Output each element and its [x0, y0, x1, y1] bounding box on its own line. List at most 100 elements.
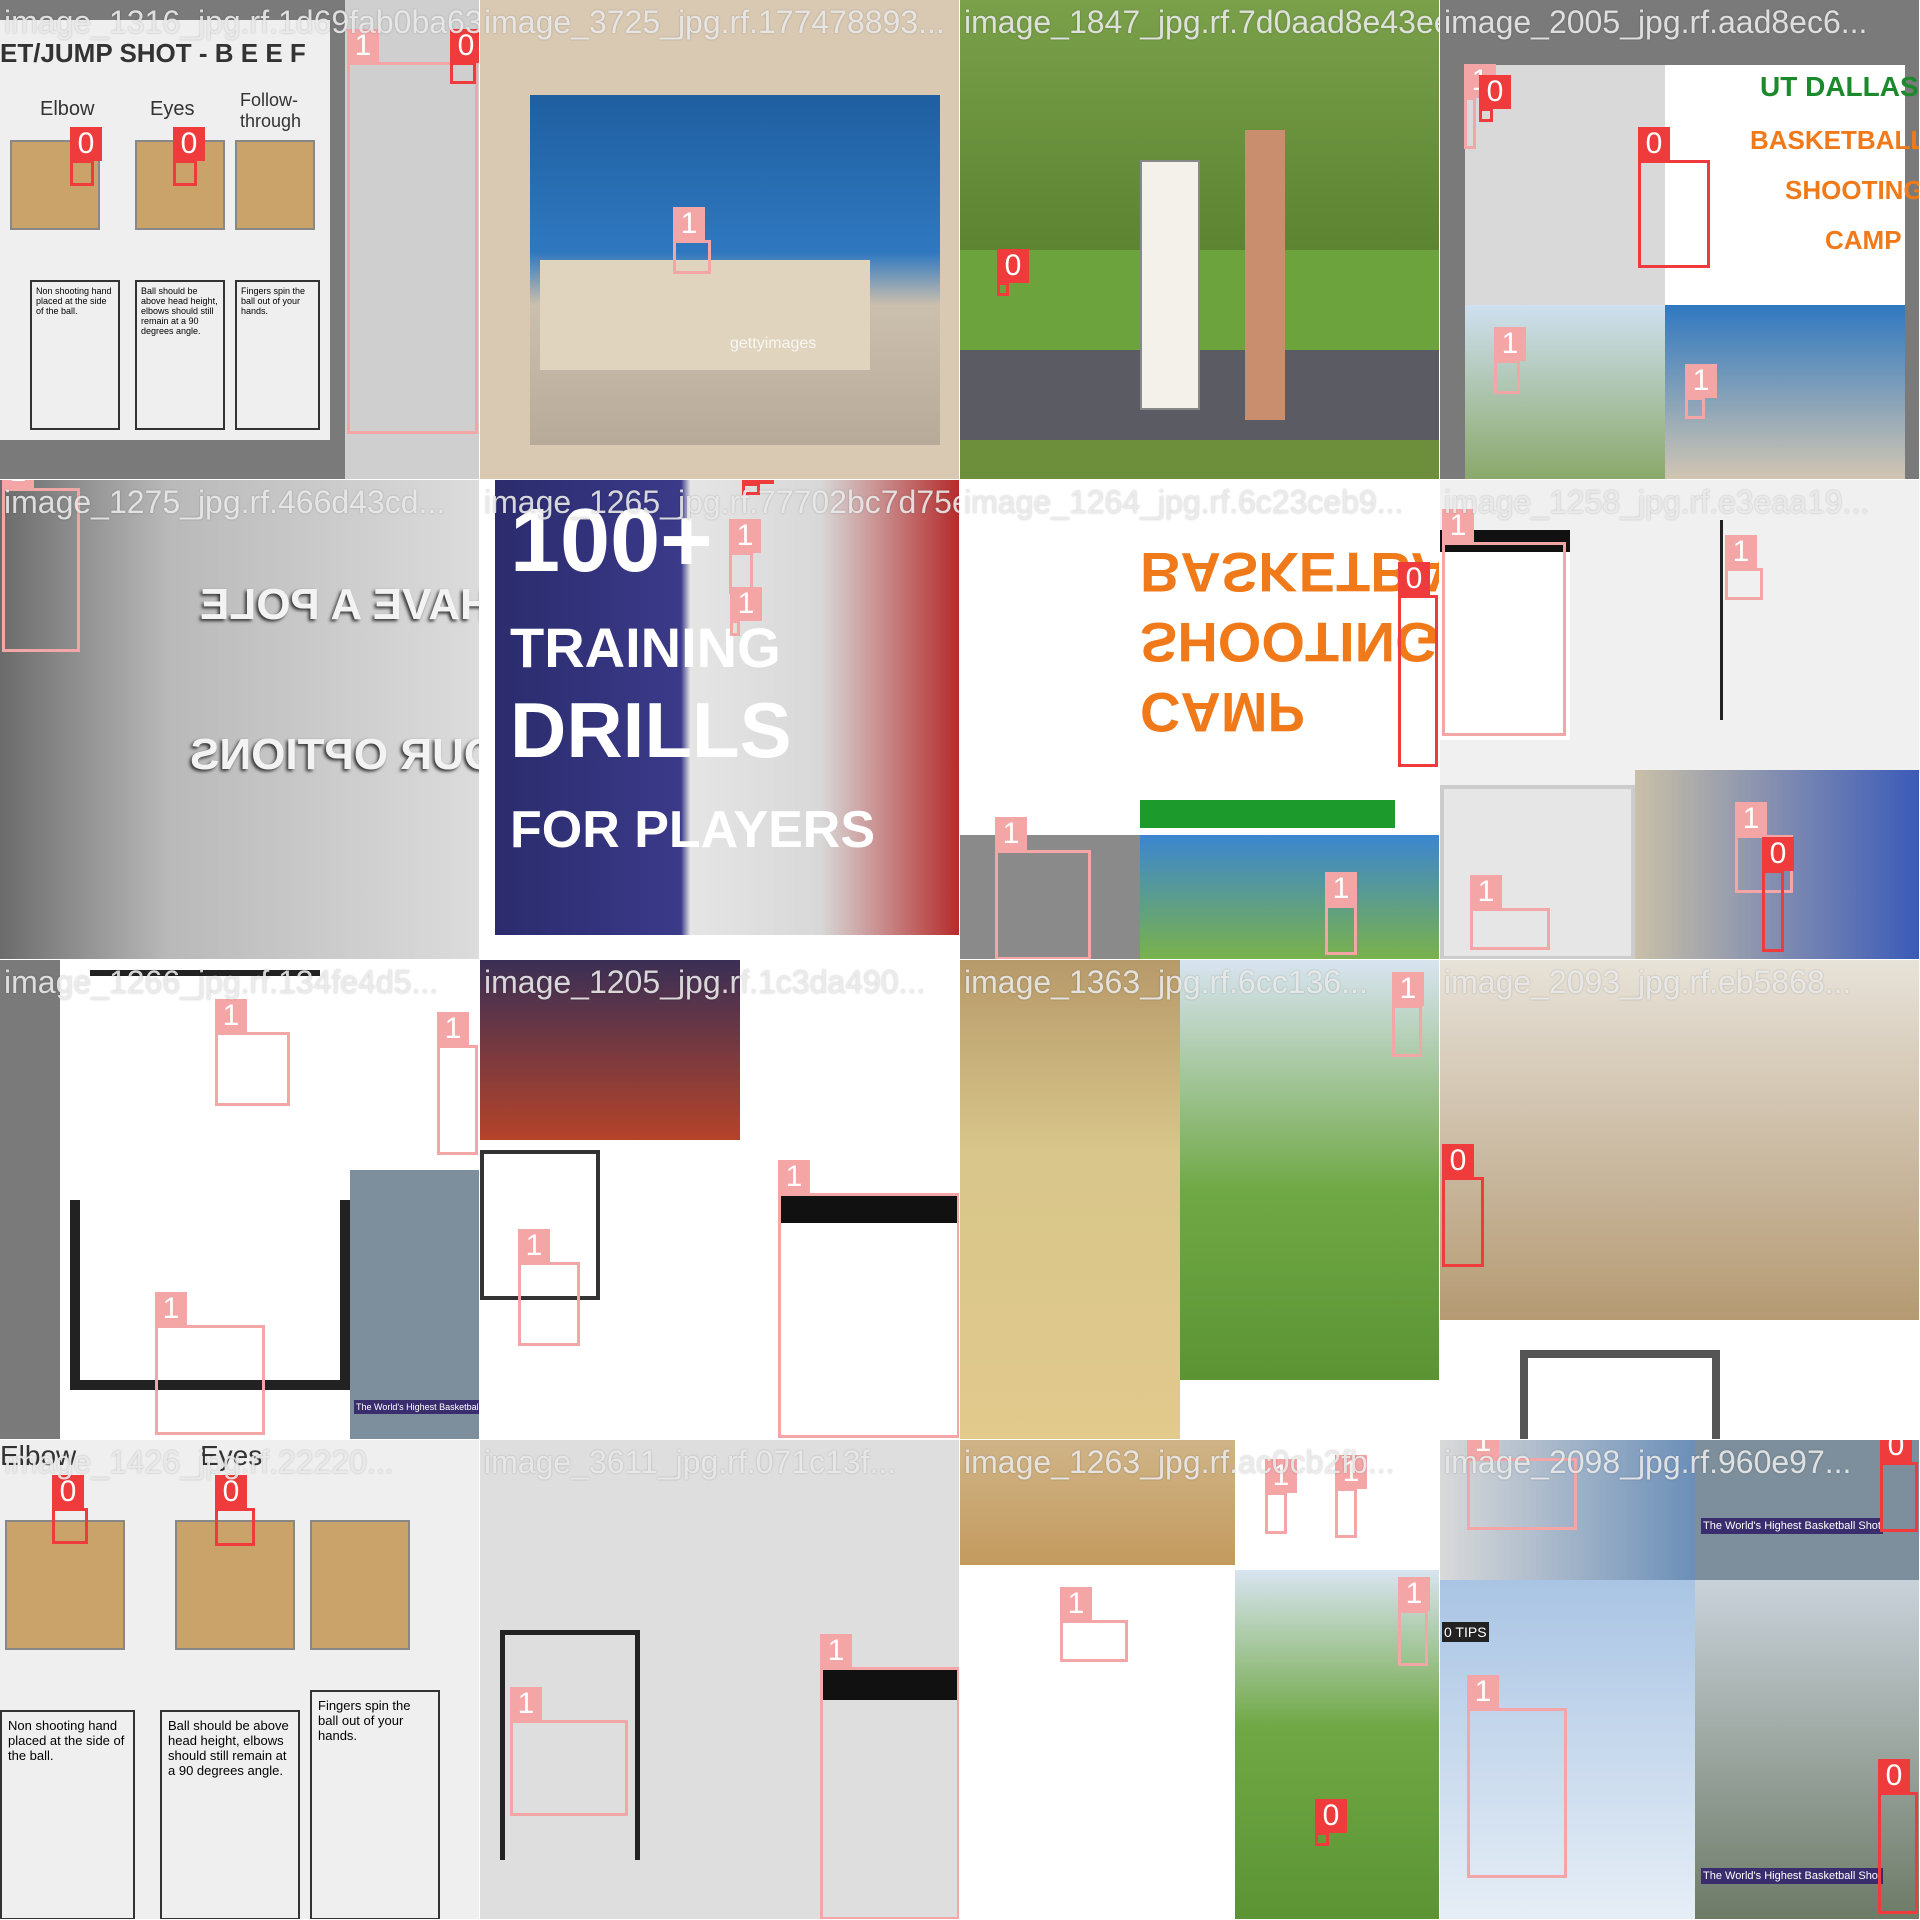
hoop-product [90, 970, 320, 1170]
bleachers-photo [960, 960, 1180, 1439]
hoop-box: 1 [347, 29, 478, 434]
hoop-label: 1 [1398, 1577, 1430, 1611]
hoop-label: 1 [729, 519, 761, 553]
hoop-box: 1 [778, 1160, 959, 1438]
hoop-label: 1 [1467, 1440, 1499, 1459]
backboard-product [1520, 1350, 1720, 1439]
poster-elbow: Elbow [0, 1440, 77, 1471]
tile-13: 1 1 image_3611_jpg.rf.071c13f... [480, 1440, 960, 1920]
hoop-box: 1 [1470, 875, 1550, 950]
tile-4: HAVE A POLE YOUR OPTIONS 1 image_1275_jp… [0, 480, 480, 960]
hoop-label: 1 [437, 1012, 469, 1046]
hoop-label: 1 [1265, 1459, 1297, 1493]
gym-floor-photo [960, 1440, 1235, 1565]
tile-5: 100+ TRAINING DRILLS FOR PLAYERS 1 1 0 i… [480, 480, 960, 960]
ball-box: 0 [1398, 562, 1438, 767]
tile-8: The World's Highest Basketball Shot 1 1 … [0, 960, 480, 1440]
hoop-box: 1 [155, 1292, 265, 1435]
poster-eyes: Eyes [200, 1440, 263, 1471]
ball-box: 0 [52, 1475, 88, 1544]
portable-hoop-product [500, 1630, 640, 1860]
ball-box: 0 [450, 29, 479, 84]
hoop-label: 1 [510, 1687, 542, 1721]
poster-eyes: Eyes [150, 98, 195, 120]
ball-label: 0 [1878, 1759, 1910, 1793]
hoop-box: 1 [1725, 535, 1763, 600]
hoop-box: 1 [215, 999, 290, 1106]
note-box: Non shooting hand placed at the side of … [0, 1710, 135, 1919]
drills-photo [495, 480, 959, 935]
net-closeup [780, 1195, 959, 1439]
mirrored-camp-3: CAMP [1140, 681, 1305, 744]
record-title: The World's Highest Basketball Shot [1701, 1518, 1883, 1534]
gym-photo [960, 835, 1140, 959]
hoop-box: 1 [820, 1634, 959, 1919]
hoop-label: 1 [1392, 972, 1424, 1006]
ball-box: 0 [1762, 837, 1794, 952]
tile-15: The World's Highest Basketball Shot 0 TI… [1440, 1440, 1920, 1920]
tile-title: image_1264_jpg.rf.6c23ceb9... [964, 484, 1404, 520]
hoop-box: 1 [2, 480, 80, 652]
city-photo: The World's Highest Basketball Shot [1695, 1580, 1919, 1919]
left-strip [0, 960, 60, 1439]
hoop-box: 1 [1494, 327, 1526, 394]
poster-elbow: Elbow [40, 98, 95, 120]
mirrored-camp-1: BASKETBALL [1140, 541, 1439, 604]
ball-box: 0 [1442, 1144, 1484, 1267]
camp-text-2: BASKETBALL [1750, 125, 1920, 155]
green-bar [1140, 800, 1395, 828]
drills-text-2: TRAINING [510, 616, 781, 679]
poster-title: ET/JUMP SHOT - B E E F [0, 38, 306, 68]
hoop-label: 1 [1325, 872, 1357, 906]
poster-jumpshot: ET/JUMP SHOT - B E E F Elbow Eyes Follow… [0, 20, 330, 440]
ball-box: 0 [215, 1475, 255, 1546]
ball-label: 0 [52, 1475, 84, 1509]
poster-follow: Follow-through [240, 90, 302, 131]
ball-label: 0 [1479, 75, 1511, 109]
hoop-closeup [345, 0, 479, 479]
hoop-label: 1 [1470, 875, 1502, 909]
hoop-label: 1 [1685, 364, 1717, 398]
hoop-label: 1 [778, 1160, 810, 1194]
hoop-box: 1 [673, 207, 711, 274]
ball-label: 0 [997, 249, 1029, 283]
ball-label: 0 [1315, 1799, 1347, 1833]
hoop-box: 1 [1464, 64, 1496, 149]
mirrored-camp-2: SHOOTING [1140, 611, 1439, 674]
hoop-label: 1 [1494, 327, 1526, 361]
note-box: Fingers spin the ball out of your hands. [235, 280, 320, 430]
hoop-top-photo [1440, 1440, 1695, 1580]
shooting-machine [1140, 160, 1200, 410]
note-box: Non shooting hand placed at the side of … [30, 280, 120, 430]
note-box: Ball should be above head height, elbows… [160, 1710, 300, 1919]
hoop-label: 1 [347, 29, 379, 63]
trees [960, 0, 1439, 250]
tile-11: 0 image_2093_jpg.rf.eb5868... [1440, 960, 1920, 1440]
record-photo: The World's Highest Basketball Shot [350, 1170, 479, 1439]
tile-10: 1 image_1363_jpg.rf.6cc136... [960, 960, 1440, 1440]
hoop-box: 1 [1467, 1675, 1567, 1878]
tile-9: 1 1 image_1205_jpg.rf.1c3da490... [480, 960, 960, 1440]
hoop-box: 1 [1467, 1440, 1577, 1530]
tile-title: image_3725_jpg.rf.177478893... [484, 4, 945, 40]
ball-label: 0 [215, 1475, 247, 1509]
hoop-label: 1 [820, 1634, 852, 1668]
sky-photo [1140, 835, 1439, 959]
hoop-label: 1 [1725, 535, 1757, 569]
hoop-label: 1 [1335, 1455, 1367, 1489]
backboard-product [480, 1150, 600, 1300]
tile-7: 1 1 1 1 0 image_1258_jpg.rf.e3eaa19... [1440, 480, 1920, 960]
hoop-label: 1 [2, 480, 34, 489]
camp-text-1: UT DALLAS [1760, 71, 1919, 102]
watermark: gettyimages [730, 335, 817, 352]
yard-photo [1235, 1570, 1439, 1919]
hoop-label: 1 [995, 817, 1027, 851]
tile-3: UT DALLAS BASKETBALL SHOOTING CAMP 1 0 0… [1440, 0, 1920, 480]
tile-title: image_3611_jpg.rf.071c13f... [484, 1444, 897, 1480]
hoop-box: 1 [1265, 1459, 1297, 1534]
hoop-label: 1 [1735, 802, 1767, 836]
tile-0: ET/JUMP SHOT - B E E F Elbow Eyes Follow… [0, 0, 480, 480]
hoop-label: 1 [155, 1292, 187, 1326]
person [1245, 130, 1285, 420]
ball-box: 0 [173, 127, 205, 186]
